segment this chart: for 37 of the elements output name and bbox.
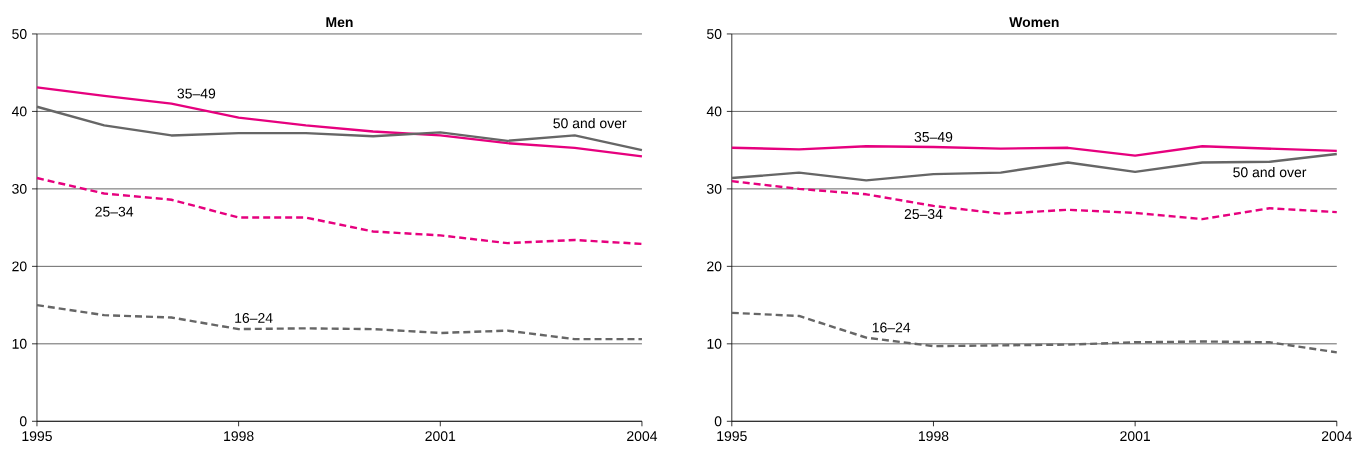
series-label: 25–34 — [95, 206, 134, 217]
chart-title: Men — [326, 17, 353, 28]
y-tick-label: 50 — [12, 28, 27, 39]
y-tick-label: 20 — [707, 261, 722, 272]
x-tick-label: 1998 — [918, 431, 949, 441]
series-label: 16–24 — [872, 322, 911, 333]
line-series — [730, 152, 1338, 182]
y-tick-label: 0 — [714, 416, 722, 427]
series-label: 25–34 — [904, 209, 943, 219]
line-series — [35, 86, 644, 158]
line-series — [35, 105, 644, 152]
series-label: 50 and over — [553, 117, 627, 129]
y-tick-label: 30 — [706, 183, 722, 194]
x-tick-label: 2004 — [1321, 431, 1352, 441]
x-tick-label: 2001 — [1120, 431, 1150, 441]
x-tick-label: 1995 — [22, 431, 52, 441]
series-label: 35–49 — [177, 88, 216, 99]
x-tick-label: 1995 — [717, 431, 747, 441]
line-series — [730, 179, 1338, 221]
series-label: 35–49 — [914, 131, 953, 142]
y-tick-label: 40 — [706, 106, 722, 117]
y-tick-label: 20 — [12, 261, 27, 272]
x-tick-label: 2004 — [627, 431, 658, 441]
line-series — [35, 176, 644, 245]
y-tick-label: 10 — [12, 338, 27, 349]
series-label: 50 and over — [1233, 166, 1307, 178]
y-tick-label: 10 — [707, 338, 722, 349]
series-label: 16–24 — [235, 312, 273, 323]
y-tick-label: 0 — [19, 416, 27, 427]
line-series — [35, 303, 644, 341]
x-tick-label: 1998 — [224, 431, 254, 441]
chart-title: Women — [1009, 17, 1059, 28]
y-tick-label: 40 — [11, 106, 27, 117]
y-tick-label: 30 — [12, 183, 27, 194]
x-tick-label: 2001 — [425, 431, 456, 441]
y-tick-label: 50 — [707, 28, 722, 39]
line-series — [730, 311, 1338, 354]
